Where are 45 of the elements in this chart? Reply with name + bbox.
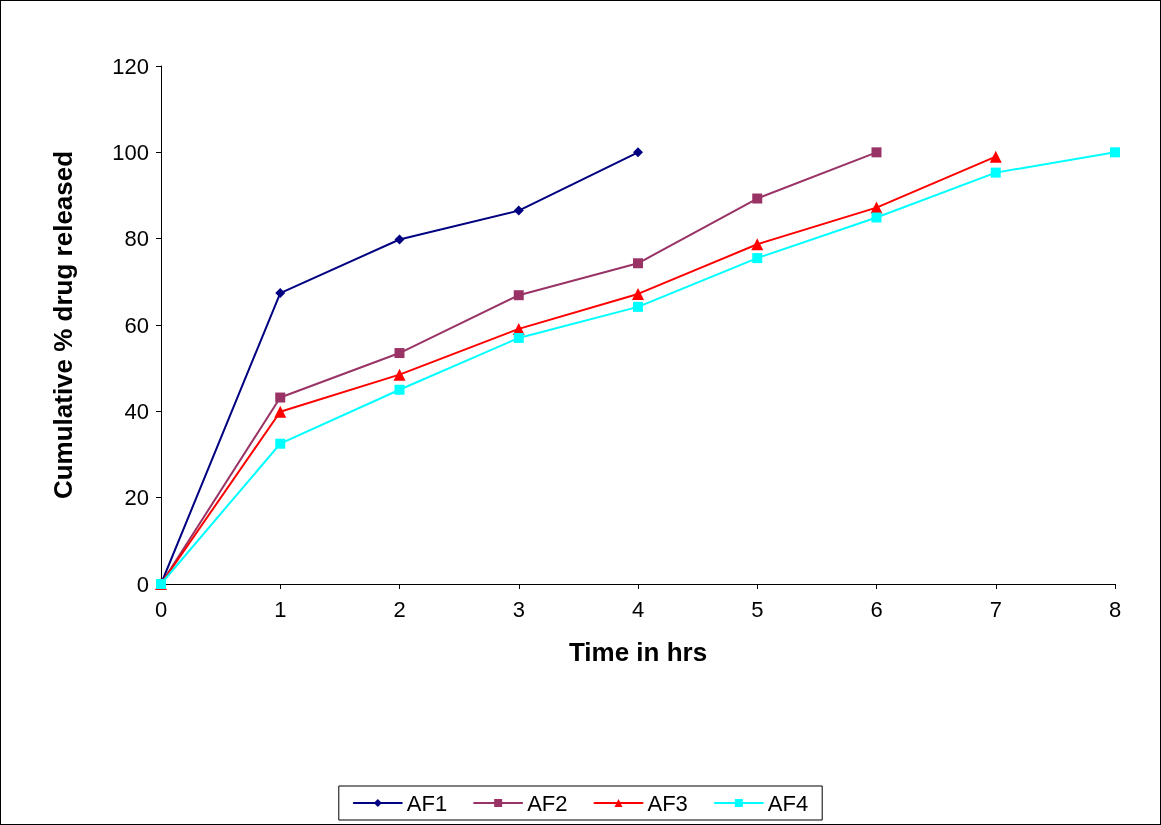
x-tick-label: 0 <box>154 596 168 622</box>
point <box>989 150 1002 163</box>
point <box>275 438 286 449</box>
y-tick-label: 60 <box>124 312 149 338</box>
point <box>275 288 286 299</box>
point <box>633 258 643 269</box>
point <box>274 405 287 418</box>
point <box>394 348 405 359</box>
point <box>632 287 644 300</box>
y-tick-label: 40 <box>124 398 149 424</box>
point <box>513 290 524 301</box>
point <box>752 193 763 204</box>
x-tick-label: 4 <box>631 596 645 622</box>
x-tick-label: 8 <box>1108 596 1122 622</box>
point <box>393 368 406 381</box>
x-tick-label: 6 <box>870 596 883 622</box>
y-tick-label: 20 <box>124 485 149 511</box>
legend-label: AF1 <box>406 790 448 816</box>
point <box>871 147 882 158</box>
point <box>1110 147 1120 158</box>
x-tick-label: 7 <box>989 596 1002 622</box>
point <box>394 384 405 395</box>
point <box>513 332 524 343</box>
point <box>990 167 1001 178</box>
x-axis-title: Time in hrs <box>568 637 708 667</box>
point <box>751 238 764 251</box>
x-tick-label: 2 <box>393 596 406 622</box>
point <box>752 253 763 264</box>
y-tick-label: 120 <box>112 53 149 79</box>
legend-label: AF4 <box>767 790 809 816</box>
legend-label: AF2 <box>527 790 568 816</box>
point <box>871 212 882 223</box>
x-tick-label: 5 <box>751 596 764 622</box>
y-tick-label: 80 <box>124 226 149 252</box>
legend-label: AF3 <box>647 790 688 816</box>
point <box>513 205 524 216</box>
point <box>394 234 405 245</box>
point <box>275 392 286 403</box>
point <box>633 147 643 158</box>
point <box>633 301 643 312</box>
y-axis-title: Cumulative % drug released <box>48 150 78 500</box>
x-tick-label: 1 <box>274 596 287 622</box>
x-tick-label: 3 <box>512 596 525 622</box>
y-tick-label: 0 <box>136 571 149 597</box>
y-tick-label: 100 <box>112 139 149 165</box>
